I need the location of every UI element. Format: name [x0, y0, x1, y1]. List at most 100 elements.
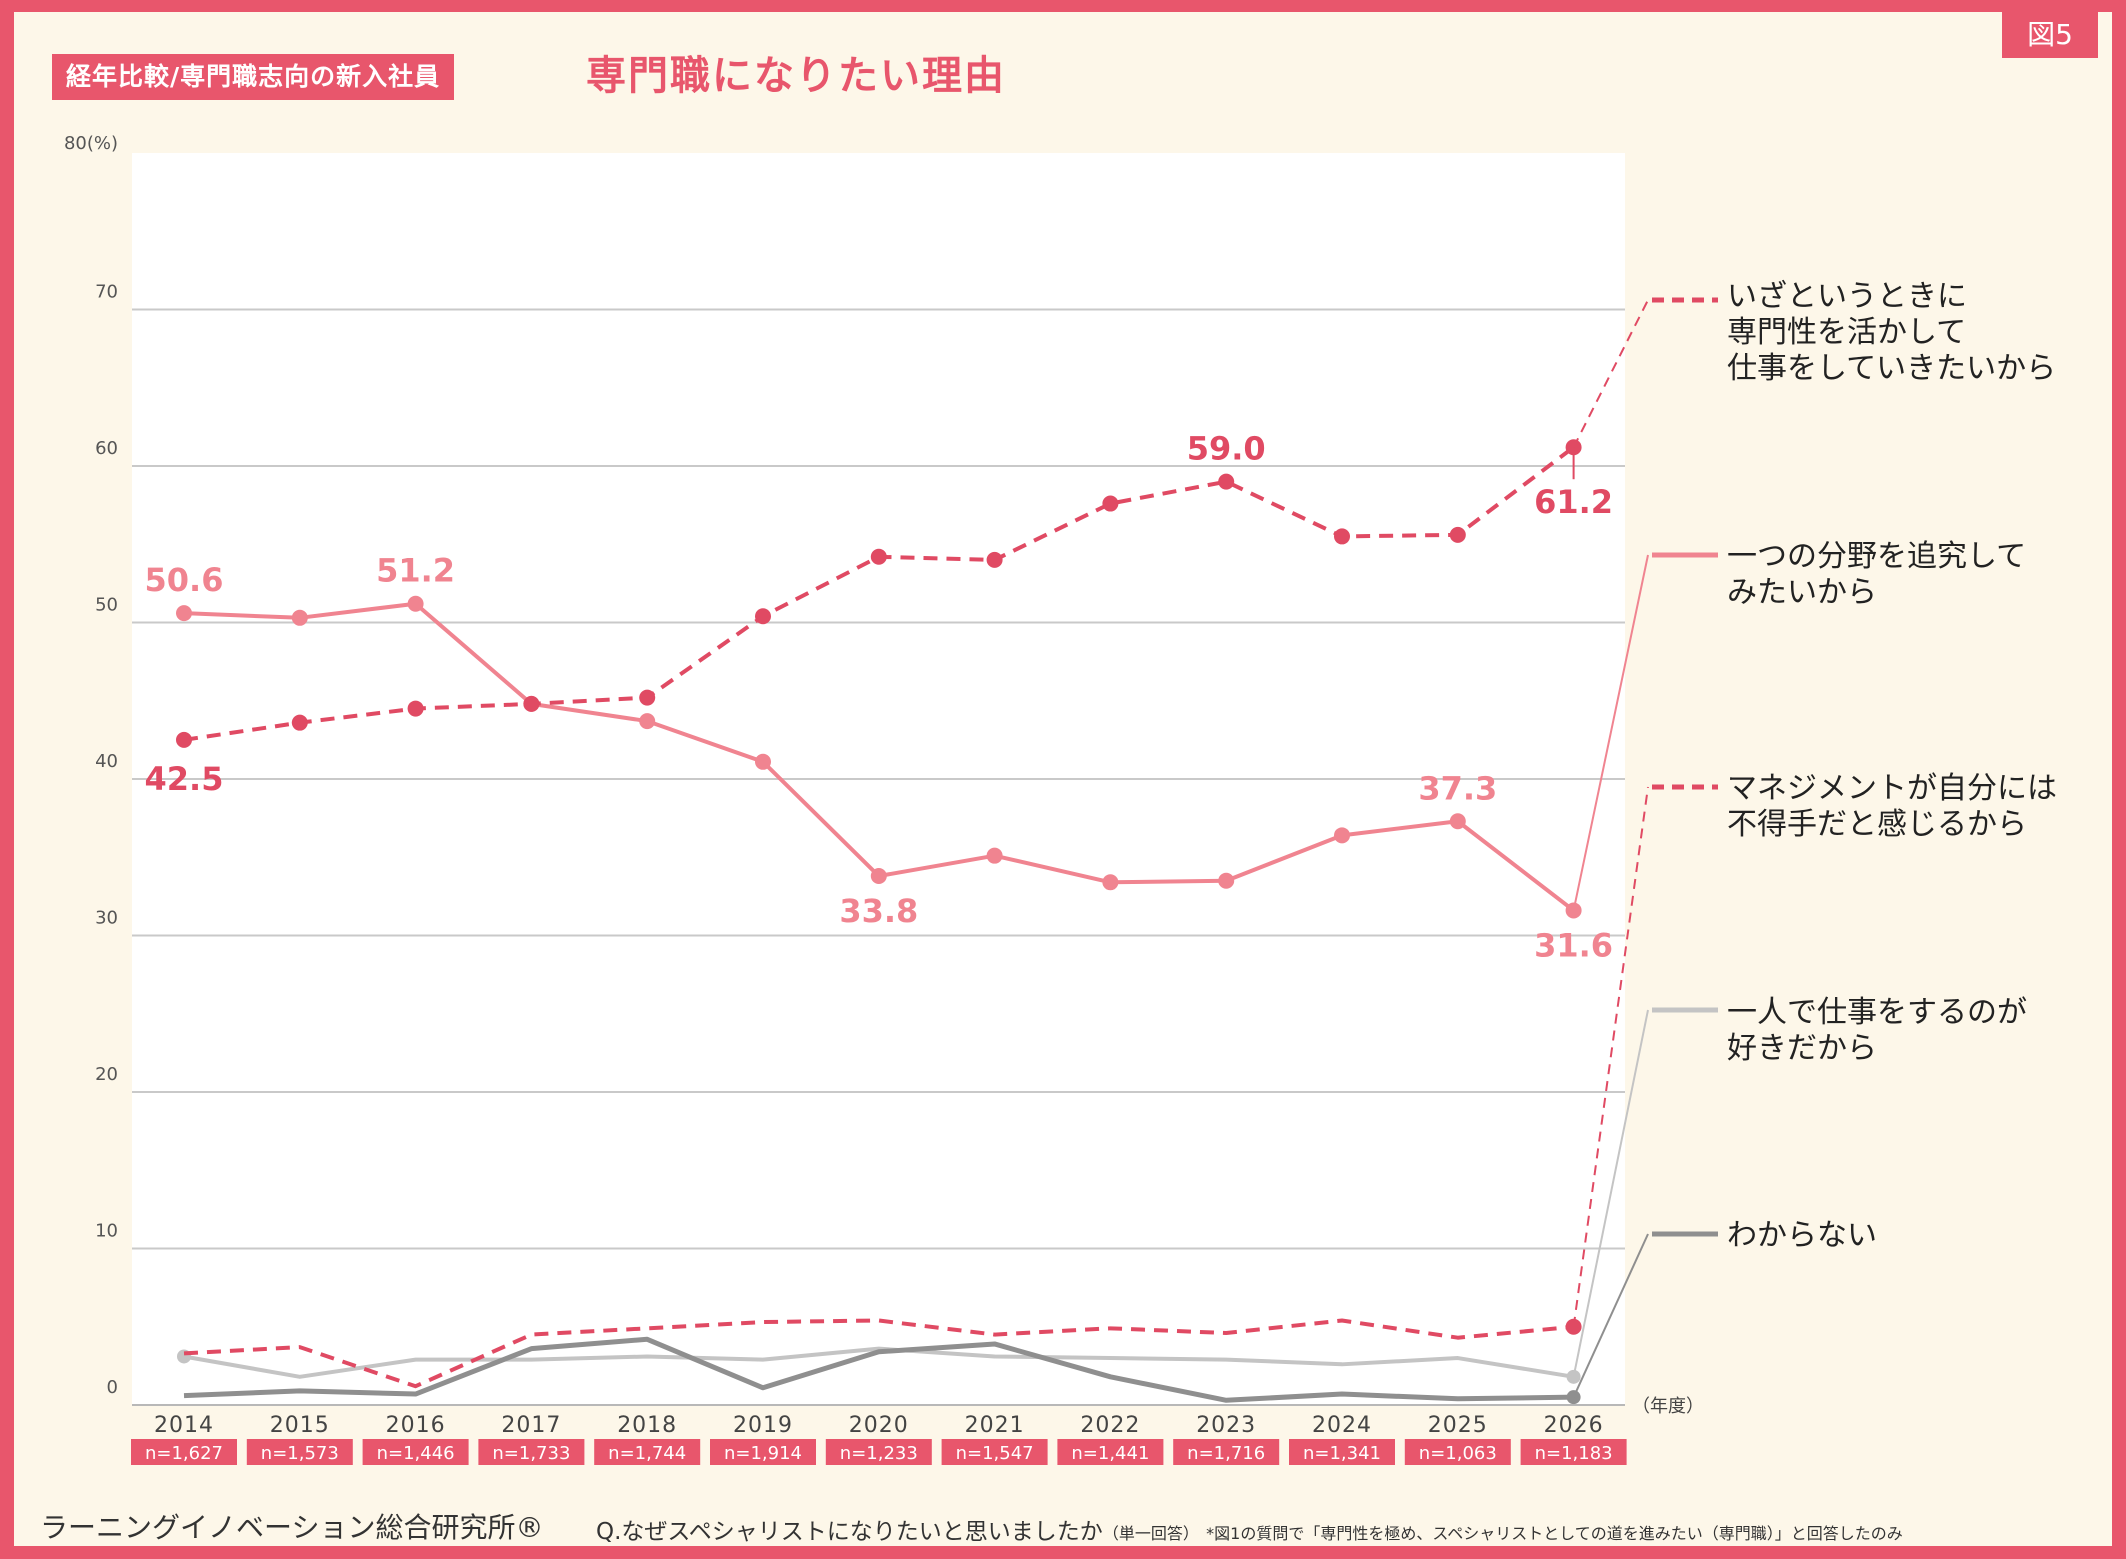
- sample-size-label: n=1,547: [956, 1443, 1034, 1464]
- sample-size-label: n=1,341: [1303, 1443, 1381, 1464]
- y-tick-label: 70: [95, 282, 118, 303]
- question-text: Q.なぜスペシャリストになりたいと思いましたか: [596, 1519, 1103, 1545]
- data-point: [407, 595, 424, 612]
- x-tick-label: 2023: [1196, 1413, 1256, 1438]
- sample-size-badge: [1057, 1439, 1164, 1465]
- y-tick-label: 10: [95, 1221, 118, 1242]
- sample-size-label: n=1,183: [1535, 1443, 1613, 1464]
- x-tick-label: 2015: [270, 1413, 330, 1438]
- data-point: [291, 714, 308, 731]
- sample-size-badge: [710, 1439, 816, 1465]
- x-tick-label: 2016: [386, 1413, 446, 1438]
- x-tick-label: 2024: [1312, 1413, 1372, 1438]
- data-point: [407, 700, 424, 717]
- sample-size-label: n=1,446: [377, 1443, 455, 1464]
- data-label: 50.6: [145, 561, 224, 599]
- series-line: [183, 1346, 1574, 1379]
- sample-size-label: n=1,573: [261, 1443, 339, 1464]
- y-tick-label: 40: [95, 751, 118, 772]
- data-label: 37.3: [1418, 769, 1497, 807]
- sample-size-label: n=1,716: [1187, 1443, 1265, 1464]
- x-tick-label: 2021: [965, 1413, 1025, 1438]
- data-point: [986, 551, 1003, 568]
- data-point: [1334, 528, 1350, 545]
- question-note: （単一回答）: [1102, 1524, 1199, 1543]
- data-label: 42.5: [145, 760, 224, 798]
- data-point: [1449, 813, 1466, 830]
- sample-size-badge: [941, 1439, 1048, 1465]
- data-point: [176, 605, 192, 622]
- legend-connector: [1572, 1009, 1649, 1378]
- figure-label: 図5: [2002, 12, 2098, 58]
- data-point: [870, 868, 887, 885]
- series-line: [183, 1318, 1574, 1389]
- x-tick-label: 2020: [849, 1413, 909, 1438]
- sample-size-badge: [1289, 1439, 1395, 1465]
- legend-connector: [1572, 786, 1649, 1327]
- x-tick-label: 2022: [1080, 1413, 1140, 1438]
- data-label: 59.0: [1187, 430, 1266, 468]
- organization-name: ラーニングイノベーション総合研究所®: [40, 1511, 544, 1544]
- sample-size-label: n=1,233: [840, 1443, 918, 1464]
- y-unit-label: 80(%): [64, 133, 118, 154]
- legend-connector: [1572, 1233, 1649, 1398]
- data-point: [176, 731, 192, 748]
- y-tick-label: 30: [95, 908, 118, 929]
- series-line: [183, 1336, 1574, 1403]
- x-tick-label: 2019: [733, 1413, 793, 1438]
- data-label: 33.8: [839, 892, 918, 930]
- x-tick-label: 2025: [1428, 1413, 1488, 1438]
- x-tick-label: 2018: [617, 1413, 677, 1438]
- data-point: [523, 695, 540, 712]
- legend-label: 不得手だと感じるから: [1727, 807, 2027, 842]
- legend-label: わからない: [1727, 1218, 1877, 1253]
- data-point: [291, 609, 308, 626]
- y-tick-label: 50: [95, 595, 118, 616]
- sample-size-label: n=1,441: [1071, 1443, 1149, 1464]
- sample-size-badge: [1173, 1439, 1280, 1465]
- sample-size-label: n=1,627: [145, 1443, 223, 1464]
- x-tick-label: 2026: [1544, 1413, 1604, 1438]
- data-label: 31.6: [1534, 926, 1613, 964]
- data-label: 51.2: [376, 552, 455, 590]
- data-point: [870, 548, 887, 565]
- data-point: [755, 608, 771, 625]
- sample-size-badge: [246, 1439, 353, 1465]
- data-point: [1218, 872, 1235, 889]
- data-point: [755, 753, 771, 770]
- legend-connector: [1572, 554, 1649, 911]
- sample-size-label: n=1,744: [608, 1443, 686, 1464]
- y-tick-label: 0: [107, 1377, 118, 1398]
- data-point: [986, 847, 1003, 864]
- legend-label: 好きだから: [1727, 1031, 1877, 1066]
- sample-size-badge: [594, 1439, 701, 1465]
- data-point: [1102, 495, 1119, 512]
- sample-size-badge: [131, 1439, 237, 1465]
- x-tick-label: 2014: [154, 1413, 214, 1438]
- y-tick-label: 60: [95, 438, 118, 459]
- sample-size-label: n=1,063: [1419, 1443, 1497, 1464]
- sample-size-badge: [478, 1439, 585, 1465]
- legend-connector: [1572, 299, 1649, 448]
- legend-label: 一つの分野を追究して: [1727, 539, 2026, 574]
- legend-label: 仕事をしていきたいから: [1727, 351, 2056, 386]
- data-point: [1449, 526, 1466, 543]
- sample-size-label: n=1,733: [492, 1443, 570, 1464]
- sample-size-label: n=1,914: [724, 1443, 802, 1464]
- data-point: [1102, 874, 1119, 891]
- legend-label: いざというときに: [1727, 279, 1967, 314]
- data-point: [1218, 473, 1235, 490]
- sample-size-badge: [362, 1439, 469, 1465]
- chart-subtitle: 経年比較/専門職志向の新入社員: [52, 54, 455, 100]
- data-point: [639, 689, 656, 706]
- sample-size-badge: [1520, 1439, 1627, 1465]
- data-point: [1334, 827, 1350, 844]
- survey-question: Q.なぜスペシャリストになりたいと思いましたか（単一回答） *図1の質問で「専門…: [596, 1512, 1903, 1546]
- footnote: *図1の質問で「専門性を極め、スペシャリストとしての道を進みたい（専門職）」と回…: [1206, 1524, 1903, 1543]
- legend-label: マネジメントが自分には: [1727, 771, 2057, 806]
- data-point: [639, 713, 656, 730]
- legend-label: 専門性を活かして: [1727, 315, 1966, 350]
- x-unit-label: （年度）: [1632, 1396, 1704, 1417]
- chart-title: 専門職になりたい理由: [586, 53, 1006, 99]
